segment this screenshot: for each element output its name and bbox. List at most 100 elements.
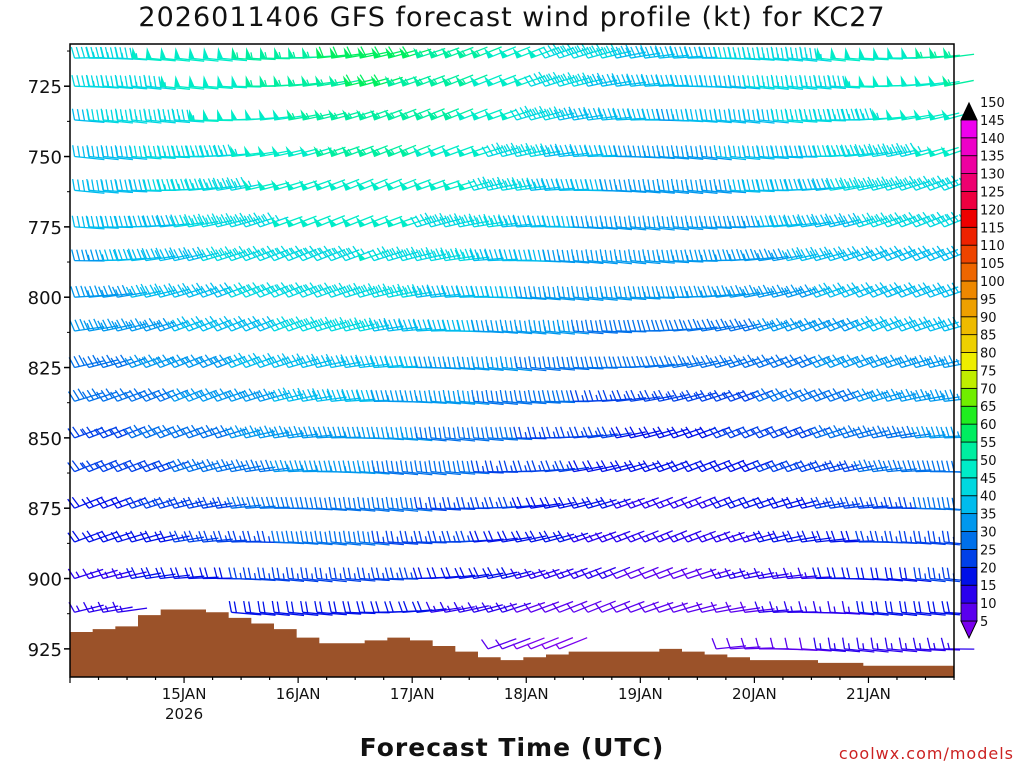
wind-barb: [282, 387, 318, 402]
wind-barb-full: [138, 145, 143, 158]
wind-barb-full: [823, 391, 831, 402]
wind-barb-flag: [188, 108, 195, 121]
wind-barb-half: [461, 50, 467, 57]
wind-barb-full: [782, 531, 789, 543]
wind-barb-flag: [370, 109, 380, 120]
wind-barb-full: [213, 567, 218, 579]
wind-barb-full: [458, 215, 466, 227]
wind-barb-half: [209, 500, 214, 507]
wind-barb-full: [686, 356, 694, 367]
wind-barb-half: [306, 79, 310, 86]
wind-barb-full: [709, 146, 713, 158]
wind-barb-half: [418, 249, 423, 256]
wind-barb-full: [266, 282, 275, 292]
wind-barb-staff: [530, 601, 560, 613]
wind-barb-full: [538, 48, 546, 59]
wind-barb-full: [219, 247, 228, 258]
wind-barb-staff: [188, 462, 218, 473]
wind-barb-full: [76, 249, 81, 261]
wind-barb-full: [583, 106, 589, 118]
wind-barb-full: [359, 356, 366, 368]
wind-barb-full: [524, 531, 532, 543]
wind-barb: [95, 426, 132, 439]
wind-barb-full: [418, 497, 423, 509]
wind-barb-full: [542, 249, 546, 261]
wind-barb-full: [124, 75, 128, 88]
wind-barb-half: [717, 534, 722, 541]
wind-barb-full: [125, 286, 133, 298]
wind-barb-full: [557, 530, 565, 541]
wind-barb-full: [476, 356, 480, 369]
wind-barb-full: [100, 496, 109, 507]
wind-barb: [651, 496, 688, 509]
wind-barb-full: [147, 179, 152, 191]
wind-barb-full: [569, 145, 575, 157]
wind-barb-half: [804, 572, 808, 579]
wind-barb-full: [143, 356, 152, 367]
wind-barb-full: [158, 285, 166, 297]
wind-barb-full: [399, 390, 404, 402]
wind-barb-full: [547, 73, 556, 84]
wind-barb-full: [525, 497, 532, 509]
wind-barb-full: [474, 496, 480, 509]
wind-barb-full: [456, 356, 461, 368]
wind-barb-full: [332, 426, 337, 438]
wind-barb-full: [300, 319, 308, 330]
wind-barb-full: [300, 285, 308, 296]
wind-barb: [225, 459, 262, 473]
wind-barb-half: [253, 535, 257, 543]
wind-barb-staff: [217, 503, 247, 509]
wind-barb-full: [723, 462, 731, 473]
wind-barb-full: [229, 215, 237, 226]
wind-barb-full: [661, 145, 665, 158]
wind-barb-full: [769, 179, 774, 191]
wind-barb-flag: [356, 109, 366, 120]
wind-barb-full: [299, 249, 308, 260]
wind-barb-staff: [573, 600, 602, 613]
wind-barb-full: [413, 356, 418, 368]
wind-barb-full: [509, 109, 518, 121]
wind-barb-full: [580, 602, 589, 613]
wind-barb-half: [93, 462, 99, 469]
wind-barb-full: [780, 428, 788, 439]
wind-barb-flag: [384, 146, 394, 157]
wind-barb-full: [236, 496, 242, 508]
wind-barb-full: [813, 319, 822, 330]
wind-barb-full: [877, 144, 884, 156]
wind-barb-full: [124, 428, 133, 439]
wind-barb-full: [513, 389, 518, 402]
wind-barb-half: [804, 606, 808, 613]
wind-barb-staff: [559, 637, 588, 650]
wind-barb-flag: [299, 179, 309, 191]
wind-barb-full: [437, 356, 442, 369]
wind-barb-full: [783, 214, 789, 226]
wind-barb-full: [105, 109, 109, 121]
wind-barb-staff: [758, 426, 788, 439]
wind-barb-full: [174, 215, 180, 227]
wind-barb-half: [239, 535, 243, 542]
wind-barb-full: [385, 426, 389, 438]
wind-barb-full: [447, 460, 451, 473]
wind-barb-full: [765, 391, 774, 402]
wind-barb-half: [749, 392, 755, 399]
wind-barb: [794, 354, 830, 369]
wind-barb-full: [153, 461, 161, 472]
wind-barb-full: [825, 145, 831, 157]
wind-barb-full: [552, 249, 556, 262]
wind-barb: [569, 144, 604, 158]
wind-barb-full: [102, 319, 109, 331]
wind-barb-full: [96, 391, 104, 402]
wind-barb-full: [498, 249, 503, 261]
wind-barb-full: [680, 462, 689, 473]
wind-barb-half: [191, 218, 195, 225]
wind-barb-full: [248, 213, 256, 225]
wind-barb-full: [493, 214, 499, 226]
wind-barb-full: [553, 106, 561, 117]
wind-barb-full: [133, 179, 138, 191]
wind-barb-full: [684, 460, 693, 471]
wind-barb-flag: [526, 47, 537, 59]
wind-barb-full: [699, 108, 703, 121]
wind-barb-half: [343, 431, 347, 438]
wind-barb-full: [71, 496, 80, 507]
wind-barb-full: [770, 74, 774, 87]
